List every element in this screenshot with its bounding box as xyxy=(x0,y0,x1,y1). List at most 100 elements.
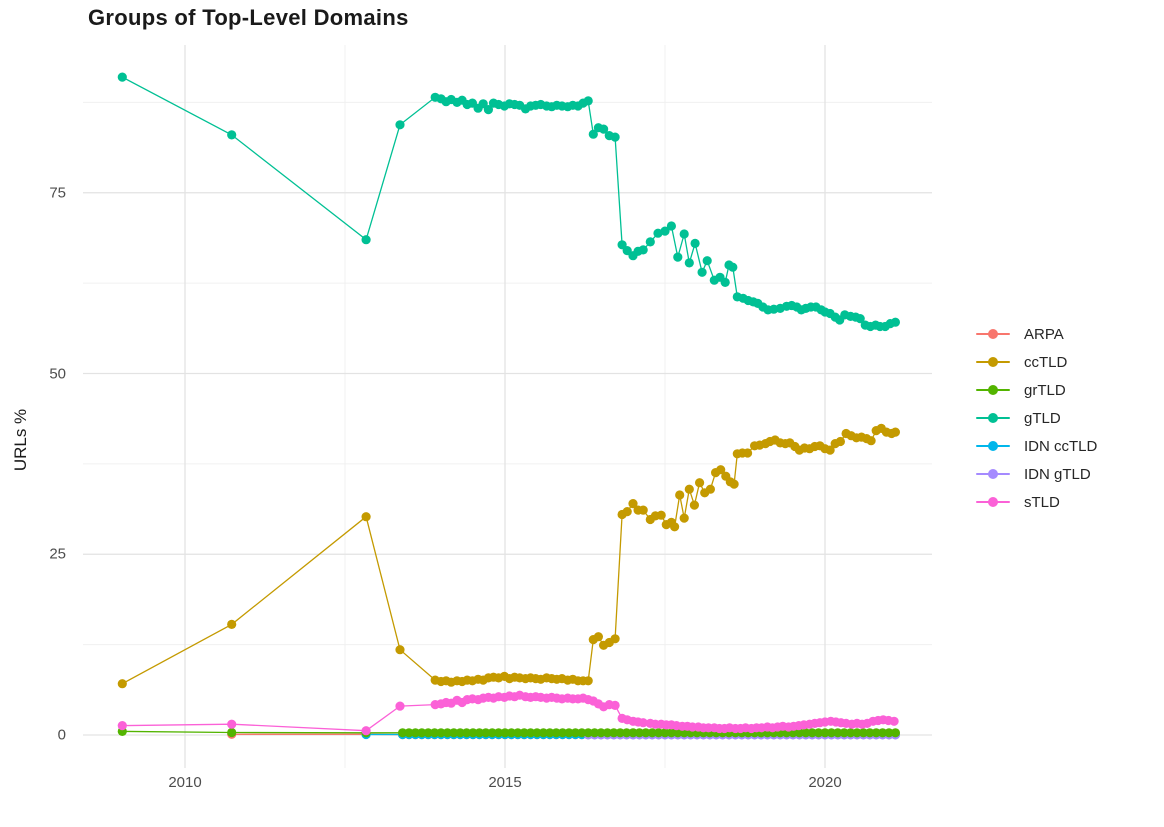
data-point xyxy=(610,700,620,711)
data-point xyxy=(702,256,712,266)
data-point xyxy=(689,500,700,510)
data-point xyxy=(833,728,843,738)
data-point xyxy=(871,728,881,738)
data-point xyxy=(449,728,459,738)
data-point xyxy=(494,728,504,738)
data-point xyxy=(628,728,638,738)
data-point xyxy=(890,427,901,437)
data-point xyxy=(801,728,811,738)
data-point xyxy=(417,728,427,738)
data-point xyxy=(705,484,716,494)
data-point xyxy=(361,726,371,736)
data-point xyxy=(673,252,683,262)
data-point xyxy=(656,510,666,520)
legend-label: ccTLD xyxy=(1024,353,1068,371)
legend-key-icon xyxy=(976,439,1010,453)
series-grtld xyxy=(117,726,901,738)
series-cctld xyxy=(117,423,901,689)
data-point xyxy=(825,445,835,455)
y-tick-label-25: 25 xyxy=(49,545,66,563)
data-point xyxy=(660,728,670,738)
data-point xyxy=(666,221,677,231)
data-point xyxy=(684,258,694,268)
data-point xyxy=(638,245,648,255)
data-point xyxy=(638,718,648,728)
legend-dot-icon xyxy=(988,385,998,395)
data-point xyxy=(653,228,663,238)
data-point xyxy=(645,237,655,247)
data-point xyxy=(526,728,536,738)
legend-dot-icon xyxy=(988,357,998,367)
data-point xyxy=(599,124,609,134)
data-point xyxy=(227,130,237,140)
data-point xyxy=(227,727,237,738)
data-point xyxy=(610,132,620,142)
data-point xyxy=(462,728,472,738)
data-point xyxy=(545,728,555,738)
data-point xyxy=(720,277,730,287)
data-point xyxy=(673,728,683,738)
legend-key-icon xyxy=(976,467,1010,481)
data-point xyxy=(227,719,237,729)
data-point xyxy=(583,96,593,106)
data-point xyxy=(628,499,638,509)
data-point xyxy=(820,728,830,738)
y-tick-label-50: 50 xyxy=(49,365,66,382)
data-point xyxy=(889,716,899,726)
legend-dot-icon xyxy=(988,413,998,423)
data-point xyxy=(852,728,862,738)
data-point xyxy=(697,267,707,277)
data-point xyxy=(858,728,869,738)
data-point xyxy=(890,728,901,738)
data-point xyxy=(814,728,824,738)
data-point xyxy=(532,728,542,738)
data-point xyxy=(474,728,484,738)
series-cctld-line xyxy=(121,427,896,685)
series-gtld xyxy=(117,72,901,332)
data-point xyxy=(404,728,414,738)
legend-dot-icon xyxy=(988,329,998,339)
data-point xyxy=(675,490,685,500)
data-point xyxy=(588,129,598,139)
data-point xyxy=(519,728,529,738)
data-point xyxy=(641,728,651,738)
data-point xyxy=(577,728,587,738)
legend-key-icon xyxy=(976,327,1010,341)
data-point xyxy=(615,728,625,738)
data-point xyxy=(609,728,619,738)
legend-label: IDN gTLD xyxy=(1024,465,1091,483)
data-point xyxy=(634,728,645,738)
data-point xyxy=(690,238,700,248)
x-tick-label-2020: 2020 xyxy=(808,774,842,791)
data-point xyxy=(436,728,446,738)
data-point xyxy=(884,728,894,738)
data-point xyxy=(487,728,497,738)
chart-title: Groups of Top-Level Domains xyxy=(88,5,409,30)
data-point xyxy=(227,619,237,630)
data-point xyxy=(622,728,632,738)
data-point xyxy=(564,728,574,738)
data-point xyxy=(583,676,593,686)
data-point xyxy=(481,728,491,738)
legend-item-idn-gtld: IDN gTLD xyxy=(976,460,1097,488)
data-point xyxy=(728,262,738,272)
legend: ARPA ccTLD grTLD gTLD IDN ccTLD IDN gTLD sTLD xyxy=(976,320,1097,516)
legend-item-grtld: grTLD xyxy=(976,376,1097,404)
legend-key-icon xyxy=(976,411,1010,425)
data-point xyxy=(430,728,440,738)
legend-key-icon xyxy=(976,383,1010,397)
data-point xyxy=(679,229,689,239)
data-point xyxy=(743,448,753,458)
data-point xyxy=(596,728,606,738)
x-tick-label-2010: 2010 xyxy=(168,774,202,791)
data-point xyxy=(794,728,805,738)
data-point xyxy=(117,679,127,689)
series-gtld-line xyxy=(121,76,896,328)
legend-label: gTLD xyxy=(1024,409,1061,427)
legend-label: sTLD xyxy=(1024,493,1060,511)
data-point xyxy=(695,478,705,488)
legend-dot-icon xyxy=(988,497,998,507)
data-point xyxy=(593,632,604,642)
data-point xyxy=(846,728,856,738)
